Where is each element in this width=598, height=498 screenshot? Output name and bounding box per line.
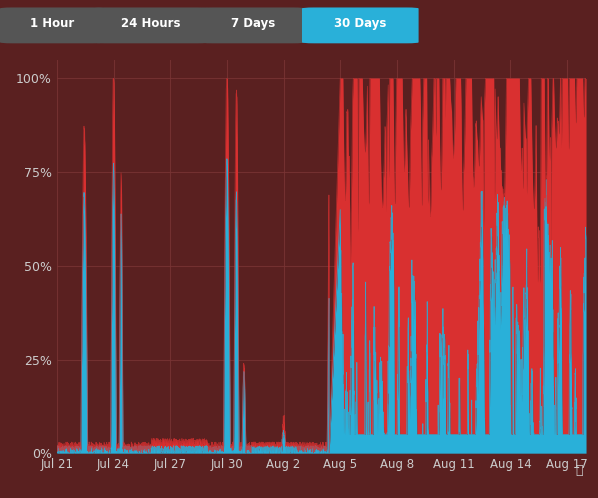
Text: 1 Hour: 1 Hour: [30, 17, 74, 30]
Text: 24 Hours: 24 Hours: [121, 17, 181, 30]
Text: 30 Days: 30 Days: [334, 17, 386, 30]
Text: 7 Days: 7 Days: [231, 17, 274, 30]
FancyBboxPatch shape: [93, 7, 209, 43]
FancyBboxPatch shape: [302, 7, 419, 43]
FancyBboxPatch shape: [0, 7, 105, 43]
Text: ⏱: ⏱: [575, 464, 583, 477]
FancyBboxPatch shape: [200, 7, 305, 43]
